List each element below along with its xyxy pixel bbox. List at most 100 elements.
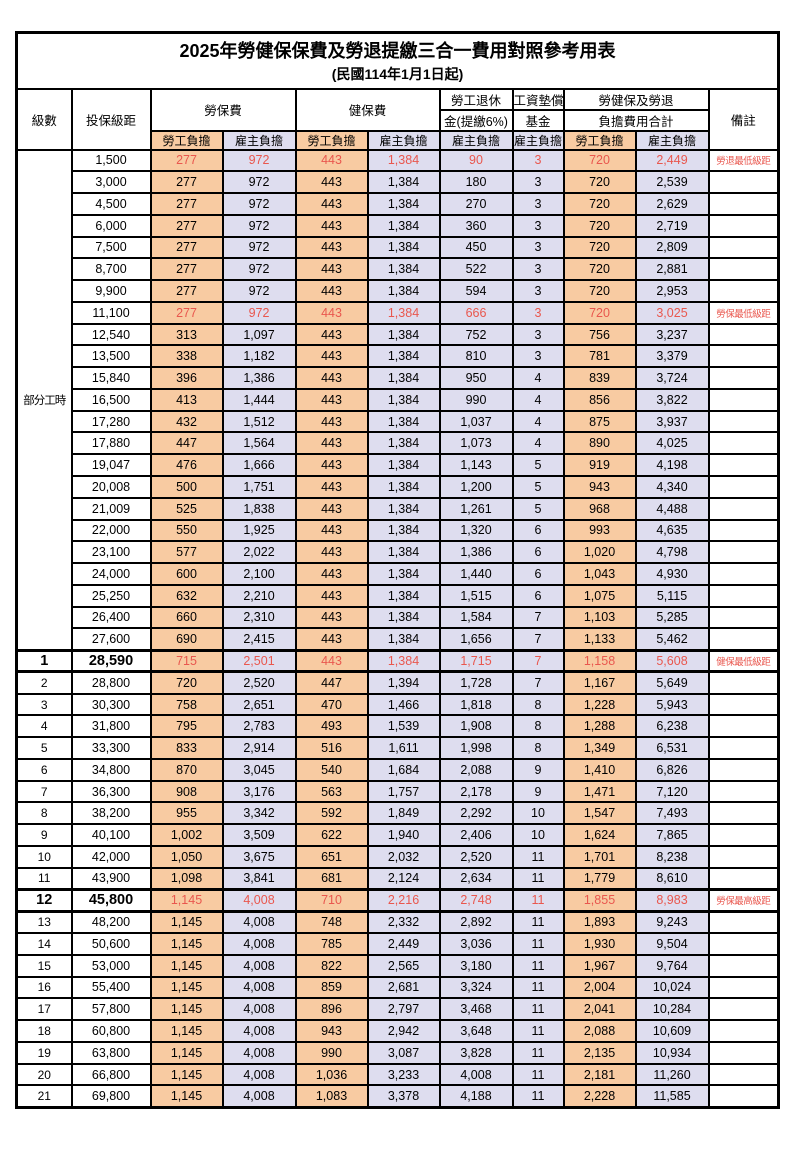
health-employee-cell: 516	[294, 736, 369, 760]
bracket-cell: 1,500	[70, 148, 152, 173]
fund-employer-cell: 5	[511, 496, 565, 521]
bracket-cell: 28,590	[70, 648, 152, 674]
note-cell	[707, 736, 780, 760]
total-employer-cell: 5,462	[634, 627, 710, 652]
fund-employer-cell: 8	[511, 714, 565, 739]
total-employer-cell: 2,809	[634, 235, 710, 260]
fund-employer-cell: 4	[511, 431, 565, 456]
health-employer-cell: 1,384	[366, 192, 441, 216]
health-employee-cell: 443	[294, 192, 369, 216]
header-wage-fund-line1: 工資墊償	[511, 87, 565, 111]
fund-employer-cell: 3	[511, 257, 565, 282]
labor-employer-cell: 972	[221, 300, 297, 325]
level-cell: 20	[15, 1062, 73, 1087]
labor-employer-cell: 972	[221, 148, 297, 173]
table-row: 1 28,590 715 2,501 443 1,384 1,715 7 1,158 5,608 健…	[15, 648, 780, 674]
health-employee-cell: 443	[294, 583, 369, 608]
fund-employer-cell: 9	[511, 779, 565, 804]
table-row: 20,008 500 1,751 443 1,384 1,200 5 943 4,340	[17, 474, 780, 499]
labor-employee-cell: 632	[149, 583, 224, 608]
labor-employer-cell: 972	[221, 235, 297, 260]
bracket-cell: 40,100	[70, 823, 152, 847]
labor-employee-cell: 1,145	[149, 1019, 224, 1043]
labor-employer-cell: 2,501	[221, 648, 297, 674]
total-employer-cell: 10,934	[634, 1040, 710, 1065]
health-employer-cell: 1,384	[366, 474, 441, 499]
table-row: 9 40,100 1,002 3,509 622 1,940 2,406 10 1,624 7,8…	[15, 823, 780, 847]
fund-employer-cell: 11	[511, 975, 565, 1000]
health-employer-cell: 1,384	[366, 279, 441, 303]
total-employer-cell: 3,025	[634, 300, 710, 325]
table-row: 17,880 447 1,564 443 1,384 1,073 4 890 4,025	[17, 431, 780, 456]
note-cell	[707, 605, 780, 630]
health-employee-cell: 896	[294, 997, 369, 1022]
fund-employer-cell: 10	[511, 823, 565, 847]
health-employee-cell: 443	[294, 300, 369, 325]
total-employer-cell: 11,585	[634, 1084, 710, 1109]
total-employee-cell: 2,041	[562, 997, 637, 1022]
table-row: 8 38,200 955 3,342 592 1,849 2,292 10 1,547 7,493	[15, 801, 780, 826]
level-cell: 13	[15, 910, 73, 935]
health-employer-cell: 1,384	[366, 627, 441, 652]
bracket-cell: 34,800	[70, 757, 152, 782]
health-employee-cell: 443	[294, 344, 369, 369]
labor-employee-cell: 715	[149, 648, 224, 674]
pension-employer-cell: 1,200	[438, 474, 514, 499]
health-employer-cell: 2,942	[366, 1019, 441, 1043]
bracket-cell: 15,840	[70, 366, 152, 390]
total-employer-cell: 3,724	[634, 366, 710, 390]
total-employer-cell: 7,493	[634, 801, 710, 826]
total-employee-cell: 1,967	[562, 953, 637, 978]
table-row: 4,500 277 972 443 1,384 270 3 720 2,629	[17, 192, 780, 216]
total-employee-cell: 720	[562, 257, 637, 282]
bracket-cell: 25,250	[70, 583, 152, 608]
bracket-cell: 16,500	[70, 387, 152, 412]
health-employee-cell: 443	[294, 540, 369, 565]
labor-employee-cell: 396	[149, 366, 224, 390]
total-employee-cell: 1,043	[562, 562, 637, 586]
bracket-cell: 45,800	[70, 888, 152, 913]
labor-employer-cell: 4,008	[221, 975, 297, 1000]
labor-employee-cell: 1,145	[149, 932, 224, 956]
bracket-cell: 55,400	[70, 975, 152, 1000]
health-employee-cell: 493	[294, 714, 369, 739]
note-cell	[707, 997, 780, 1022]
total-employer-cell: 9,243	[634, 910, 710, 935]
health-employer-cell: 1,384	[366, 605, 441, 630]
total-employer-cell: 2,719	[634, 213, 710, 238]
table-body: 部分工時 1,500 277 972 443 1,384 90 3 720 2,449 勞退最低級距…	[15, 148, 780, 1109]
health-employee-cell: 990	[294, 1040, 369, 1065]
level-cell: 15	[15, 953, 73, 978]
note-cell: 健保最低級距	[707, 648, 780, 674]
pension-employer-cell: 2,748	[438, 888, 514, 913]
pension-employer-cell: 1,440	[438, 562, 514, 586]
table-row: 3 30,300 758 2,651 470 1,466 1,818 8 1,228 5,943	[15, 692, 780, 717]
pension-employer-cell: 1,908	[438, 714, 514, 739]
total-employer-cell: 5,285	[634, 605, 710, 630]
bracket-cell: 31,800	[70, 714, 152, 739]
bracket-cell: 30,300	[70, 692, 152, 717]
note-cell	[707, 235, 780, 260]
level-cell: 21	[15, 1084, 73, 1109]
note-cell	[707, 257, 780, 282]
total-employee-cell: 720	[562, 192, 637, 216]
fund-employer-cell: 11	[511, 1062, 565, 1087]
table-row: 12 45,800 1,145 4,008 710 2,216 2,748 11 1,855 8,…	[15, 888, 780, 913]
labor-employer-cell: 4,008	[221, 888, 297, 913]
total-employee-cell: 720	[562, 213, 637, 238]
header-pension-line2: 金(提繳6%)	[438, 108, 514, 132]
table-row: 6 34,800 870 3,045 540 1,684 2,088 9 1,410 6,826	[15, 757, 780, 782]
total-employee-cell: 1,103	[562, 605, 637, 630]
labor-employee-cell: 277	[149, 279, 224, 303]
total-employer-cell: 8,238	[634, 845, 710, 869]
fund-employer-cell: 3	[511, 300, 565, 325]
pension-employer-cell: 990	[438, 387, 514, 412]
pension-employer-cell: 3,828	[438, 1040, 514, 1065]
health-employer-cell: 1,849	[366, 801, 441, 826]
fund-employer-cell: 11	[511, 932, 565, 956]
labor-employer-cell: 2,415	[221, 627, 297, 652]
health-employee-cell: 443	[294, 170, 369, 195]
total-employee-cell: 1,624	[562, 823, 637, 847]
pension-employer-cell: 3,468	[438, 997, 514, 1022]
fund-employer-cell: 7	[511, 605, 565, 630]
